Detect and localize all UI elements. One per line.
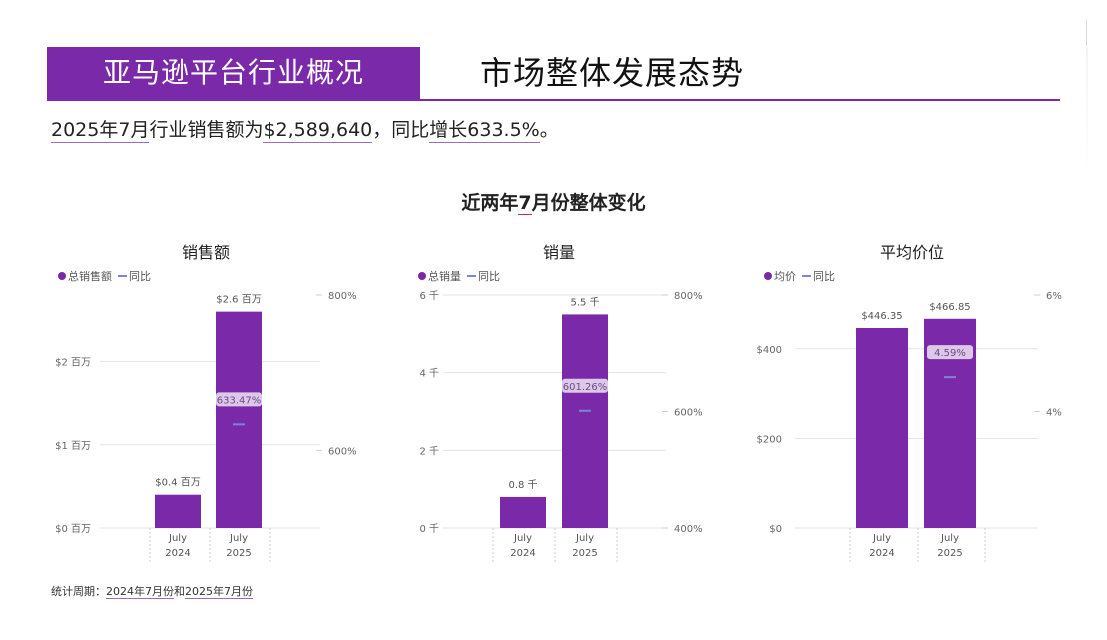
y-left-tick-label: 2 千 [419, 445, 439, 457]
y-left-tick-label: $2 百万 [55, 357, 91, 369]
x-tick-label: 2025 [937, 548, 962, 559]
yoy-value-label: 633.47% [217, 395, 262, 406]
bar-value-label: $0.4 百万 [155, 477, 200, 489]
footer-prefix: 统计周期： [51, 585, 106, 598]
legend-bar-label: 总销售额 [68, 270, 112, 283]
footer-mid: 和 [174, 585, 185, 598]
y-left-tick-label: 6 千 [419, 290, 439, 302]
header-left-title: 亚马逊平台行业概况 [47, 47, 420, 99]
legend-item-line: 同比 [118, 268, 151, 284]
summary-sales: $2,589,640 [263, 119, 373, 143]
y-left-tick-label: $0 [769, 524, 782, 535]
summary-growth: 增长633.5% [429, 119, 540, 143]
section-title-underlined: 7 [518, 192, 532, 215]
page-header: 亚马逊平台行业概况 市场整体发展态势 [47, 47, 1060, 101]
x-tick-label: 2025 [572, 548, 597, 559]
x-tick-label: July [575, 533, 594, 544]
legend-bar-label: 总销量 [428, 270, 461, 283]
y-right-tick-label: 800% [674, 291, 703, 302]
section-title-a: 近两年 [461, 192, 519, 214]
summary-text-1: 行业销售额为 [149, 119, 264, 141]
footer-period: 统计周期：2024年7月份和2025年7月份 [51, 583, 253, 599]
legend-line-label: 同比 [813, 270, 835, 283]
bar [500, 496, 546, 528]
bar-value-label: $466.85 [929, 302, 970, 313]
legend-dot-icon [58, 272, 66, 280]
bar [155, 494, 201, 528]
x-tick-label: July [168, 533, 187, 544]
y-left-tick-label: $200 [757, 434, 782, 445]
header-right-title: 市场整体发展态势 [480, 54, 745, 92]
summary-text-3: 。 [539, 119, 559, 141]
legend-item-line: 同比 [802, 268, 835, 284]
header-divider [47, 99, 1060, 101]
bar-value-label: 5.5 千 [570, 296, 599, 308]
x-tick-label: 2024 [869, 548, 894, 559]
x-tick-label: July [229, 533, 248, 544]
x-tick-label: 2024 [510, 548, 535, 559]
summary-text-2: ，同比 [372, 119, 430, 141]
x-tick-label: July [513, 533, 532, 544]
yoy-value-label: 601.26% [563, 382, 608, 393]
legend-line-label: 同比 [129, 270, 151, 283]
yoy-value-label: 4.59% [934, 348, 966, 359]
x-tick-label: July [872, 533, 891, 544]
legend-dot-icon [764, 272, 772, 280]
chart-2-title: 销量 [542, 243, 575, 262]
legend-item-bar: 总销量 [418, 268, 461, 284]
chart-3-legend: 均价 同比 [764, 268, 835, 284]
legend-bar-label: 均价 [774, 270, 796, 283]
y-left-tick-label: $0 百万 [55, 523, 91, 535]
legend-dash-icon [802, 275, 811, 277]
bar-value-label: $446.35 [861, 311, 902, 322]
y-left-tick-label: 0 千 [419, 523, 439, 535]
y-right-tick-label: 600% [328, 446, 357, 457]
y-left-tick-label: 4 千 [419, 368, 439, 380]
summary-sentence: 2025年7月行业销售额为$2,589,640，同比增长633.5%。 [51, 116, 559, 144]
x-tick-label: 2024 [165, 548, 190, 559]
y-left-tick-label: $1 百万 [55, 440, 91, 452]
section-title: 近两年7月份整体变化 [0, 188, 1107, 215]
legend-line-label: 同比 [478, 270, 500, 283]
x-tick-label: July [940, 533, 959, 544]
footer-start: 2024年7月份 [106, 585, 174, 599]
bar [562, 314, 608, 528]
bar [856, 328, 908, 528]
y-right-tick-label: 6% [1046, 291, 1062, 302]
legend-item-bar: 总销售额 [58, 268, 112, 284]
chart-2-legend: 总销量 同比 [418, 268, 500, 284]
summary-period: 2025年7月 [51, 119, 150, 143]
bar [216, 311, 262, 528]
x-tick-label: 2025 [226, 548, 251, 559]
chart-1-legend: 总销售额 同比 [58, 268, 151, 284]
chart-3-title: 平均价位 [879, 243, 944, 262]
window-edge-shadow [1086, 48, 1088, 178]
y-left-tick-label: $400 [757, 345, 782, 356]
y-right-tick-label: 400% [674, 524, 703, 535]
yoy-label-bg [216, 392, 262, 407]
legend-item-bar: 均价 [764, 268, 796, 284]
legend-dot-icon [418, 272, 426, 280]
y-right-tick-label: 600% [674, 408, 703, 419]
section-title-b: 月份整体变化 [531, 192, 646, 214]
footer-end: 2025年7月份 [185, 585, 253, 599]
window-edge-divider [1086, 20, 1087, 46]
yoy-label-bg [562, 378, 608, 393]
y-right-tick-label: 800% [328, 291, 357, 302]
legend-dash-icon [467, 275, 476, 277]
yoy-label-bg [927, 345, 973, 360]
y-right-tick-label: 4% [1046, 408, 1062, 419]
legend-dash-icon [118, 275, 127, 277]
bar-value-label: $2.6 百万 [216, 294, 261, 306]
bar-value-label: 0.8 千 [508, 479, 537, 491]
chart-1-title: 销售额 [181, 243, 230, 262]
legend-item-line: 同比 [467, 268, 500, 284]
